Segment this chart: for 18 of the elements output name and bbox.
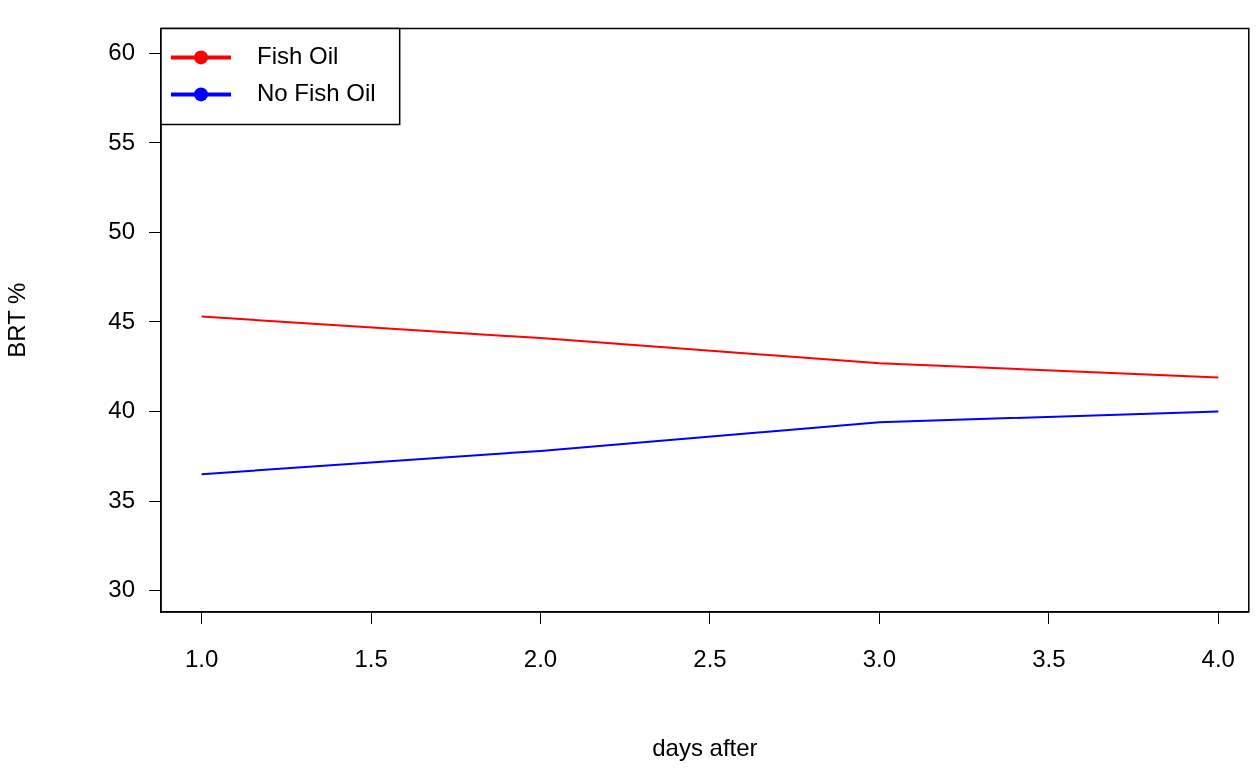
x-tick-label: 1.0 [184, 645, 219, 673]
legend-label: Fish Oil [257, 42, 339, 70]
x-tick-label: 3.5 [1032, 645, 1066, 673]
x-tick-label: 4.0 [1201, 645, 1235, 673]
legend-label: No Fish Oil [257, 79, 376, 107]
y-tick-label: 50 [108, 217, 135, 245]
x-tick-label: 2.5 [693, 645, 727, 673]
x-tick-label: 2.0 [523, 645, 558, 673]
y-tick-label: 45 [108, 306, 135, 334]
y-tick-label: 60 [108, 38, 135, 66]
y-tick-label: 40 [108, 396, 135, 424]
y-tick-label: 30 [108, 575, 135, 603]
y-tick-label: 35 [108, 485, 135, 513]
y-tick-label: 55 [108, 127, 135, 155]
x-tick-label: 3.0 [862, 645, 897, 673]
y-axis-title: BRT % [3, 282, 31, 358]
x-axis-title: days after [652, 734, 758, 762]
x-tick-label: 1.5 [354, 645, 388, 673]
